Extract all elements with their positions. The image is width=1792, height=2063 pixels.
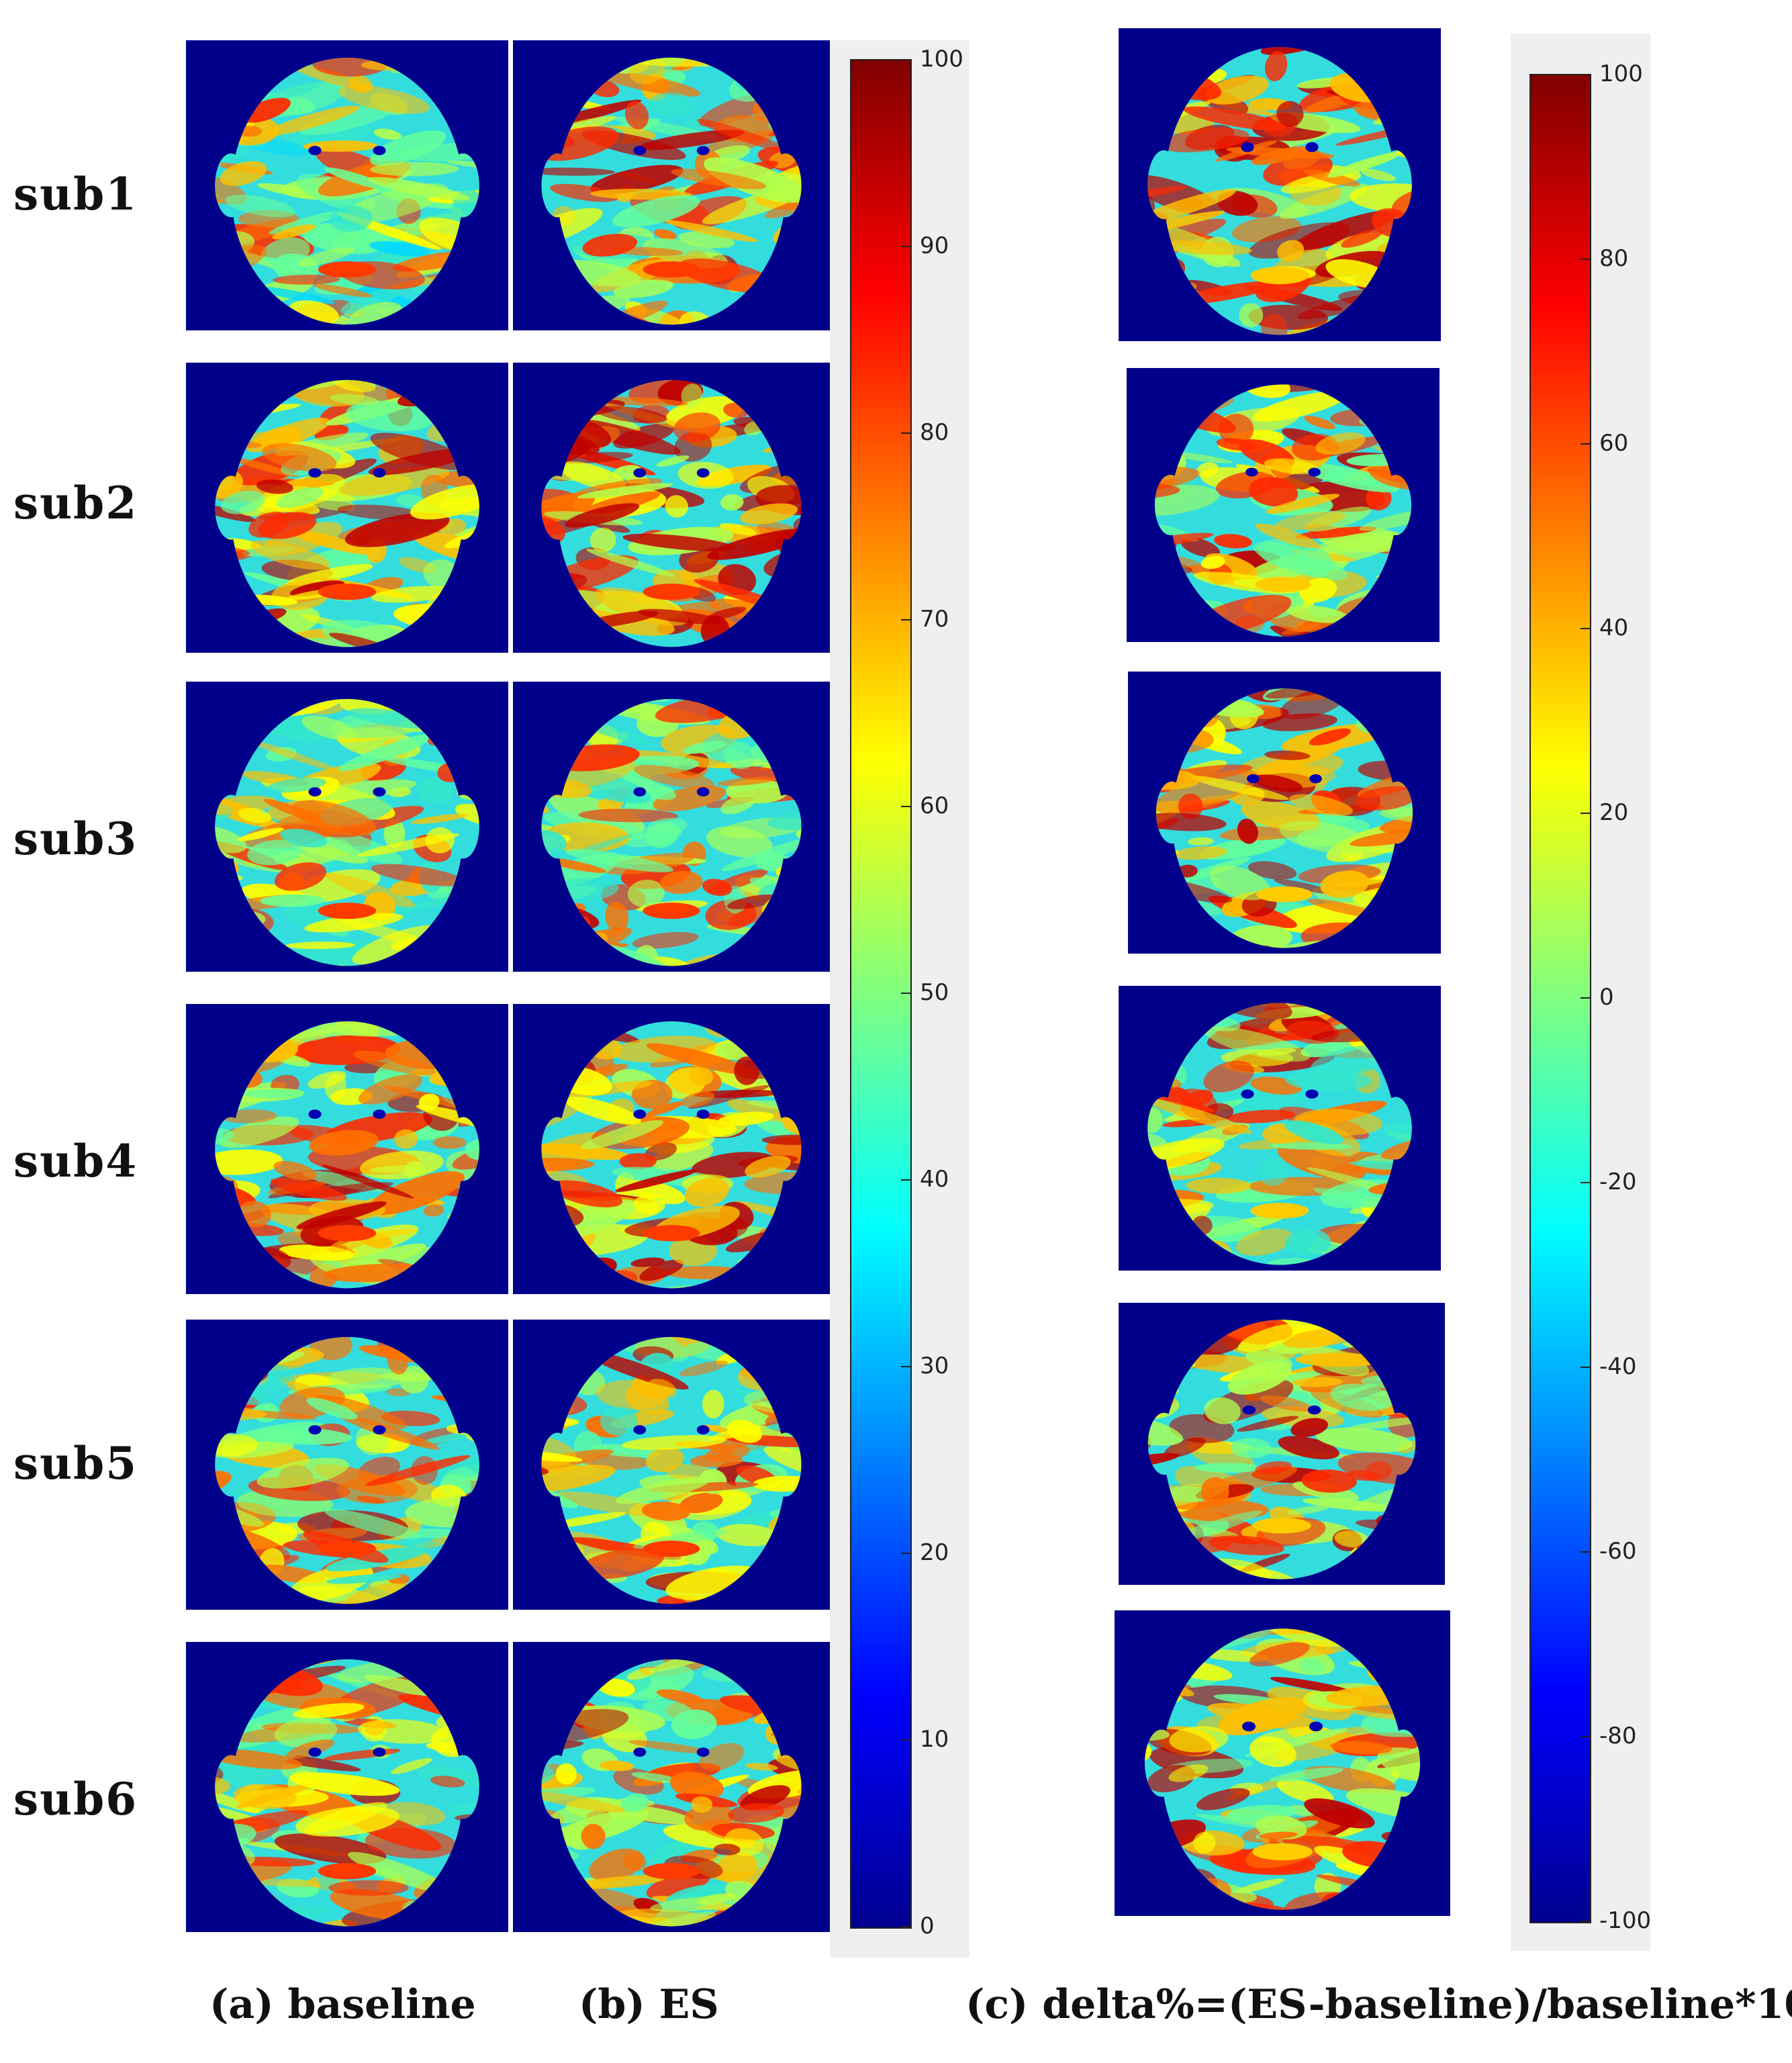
right-tick-label: -100 bbox=[1599, 1907, 1652, 1934]
row-label-sub4: sub4 bbox=[13, 1135, 138, 1187]
right-tick-mark bbox=[1581, 443, 1590, 445]
right-tick-label: -40 bbox=[1599, 1353, 1637, 1380]
left-tick-mark bbox=[901, 1553, 910, 1554]
caption-es: (b) ES bbox=[579, 1981, 719, 2028]
left-tick-label: 30 bbox=[920, 1353, 949, 1379]
face-panel-sub5-baseline bbox=[186, 1320, 508, 1610]
face-panel-sub2-delta bbox=[1127, 368, 1440, 642]
colorbar-left bbox=[850, 59, 912, 1929]
right-tick-mark bbox=[1581, 628, 1590, 629]
colorbar-right bbox=[1529, 74, 1591, 1923]
row-label-sub3: sub3 bbox=[13, 813, 138, 865]
face-panel-sub1-delta bbox=[1119, 28, 1441, 341]
face-panel-sub1-baseline bbox=[186, 40, 508, 330]
right-tick-mark bbox=[1581, 1551, 1590, 1553]
left-tick-label: 100 bbox=[920, 46, 963, 73]
face-panel-sub4-es bbox=[513, 1004, 830, 1294]
right-tick-label: 40 bbox=[1599, 614, 1629, 641]
caption-delta: (c) delta%=(ES-baseline)/baseline*100 bbox=[965, 1981, 1792, 2028]
face-panel-sub6-es bbox=[513, 1642, 830, 1932]
left-tick-mark bbox=[901, 59, 910, 60]
left-tick-label: 60 bbox=[920, 792, 949, 819]
face-panel-sub3-delta bbox=[1128, 672, 1441, 954]
left-tick-mark bbox=[901, 993, 910, 994]
right-tick-mark bbox=[1581, 259, 1590, 260]
left-tick-label: 50 bbox=[920, 979, 949, 1006]
caption-baseline: (a) baseline bbox=[209, 1981, 476, 2028]
left-tick-label: 10 bbox=[920, 1726, 949, 1753]
left-tick-mark bbox=[901, 1179, 910, 1181]
left-tick-label: 90 bbox=[920, 232, 949, 259]
right-tick-mark bbox=[1581, 74, 1590, 75]
right-tick-mark bbox=[1581, 1182, 1590, 1183]
face-panel-sub6-delta bbox=[1115, 1610, 1450, 1916]
right-tick-label: 60 bbox=[1599, 430, 1629, 457]
face-panel-sub4-baseline bbox=[186, 1004, 508, 1294]
face-panel-sub5-delta bbox=[1119, 1303, 1445, 1585]
right-tick-label: -60 bbox=[1599, 1538, 1637, 1565]
right-tick-label: 80 bbox=[1599, 245, 1629, 272]
face-panel-sub2-baseline bbox=[186, 363, 508, 653]
left-tick-mark bbox=[901, 246, 910, 247]
face-panel-sub1-es bbox=[513, 40, 830, 330]
left-tick-label: 20 bbox=[920, 1539, 949, 1566]
right-tick-mark bbox=[1581, 1921, 1590, 1922]
row-label-sub1: sub1 bbox=[13, 168, 138, 220]
right-tick-mark bbox=[1581, 1736, 1590, 1737]
left-tick-label: 40 bbox=[920, 1166, 949, 1193]
row-label-sub2: sub2 bbox=[13, 477, 138, 529]
left-tick-mark bbox=[901, 1926, 910, 1927]
face-panel-sub6-baseline bbox=[186, 1642, 508, 1932]
right-tick-mark bbox=[1581, 997, 1590, 999]
left-tick-mark bbox=[901, 619, 910, 621]
face-panel-sub3-baseline bbox=[186, 682, 508, 972]
left-tick-label: 80 bbox=[920, 419, 949, 446]
left-tick-mark bbox=[901, 432, 910, 434]
right-tick-label: 20 bbox=[1599, 799, 1629, 826]
right-tick-label: -80 bbox=[1599, 1723, 1637, 1749]
left-tick-mark bbox=[901, 1739, 910, 1741]
right-tick-mark bbox=[1581, 1367, 1590, 1368]
left-tick-mark bbox=[901, 1366, 910, 1367]
row-label-sub6: sub6 bbox=[13, 1773, 138, 1825]
face-panel-sub2-es bbox=[513, 363, 830, 653]
face-panel-sub4-delta bbox=[1119, 986, 1441, 1271]
left-tick-label: 70 bbox=[920, 606, 949, 633]
face-panel-sub3-es bbox=[513, 682, 830, 972]
right-tick-label: 100 bbox=[1599, 60, 1643, 87]
left-tick-mark bbox=[901, 806, 910, 807]
right-tick-label: -20 bbox=[1599, 1168, 1637, 1195]
right-tick-mark bbox=[1581, 813, 1590, 814]
right-tick-label: 0 bbox=[1599, 984, 1614, 1011]
face-panel-sub5-es bbox=[513, 1320, 830, 1610]
left-tick-label: 0 bbox=[920, 1913, 935, 1939]
row-label-sub5: sub5 bbox=[13, 1437, 138, 1489]
